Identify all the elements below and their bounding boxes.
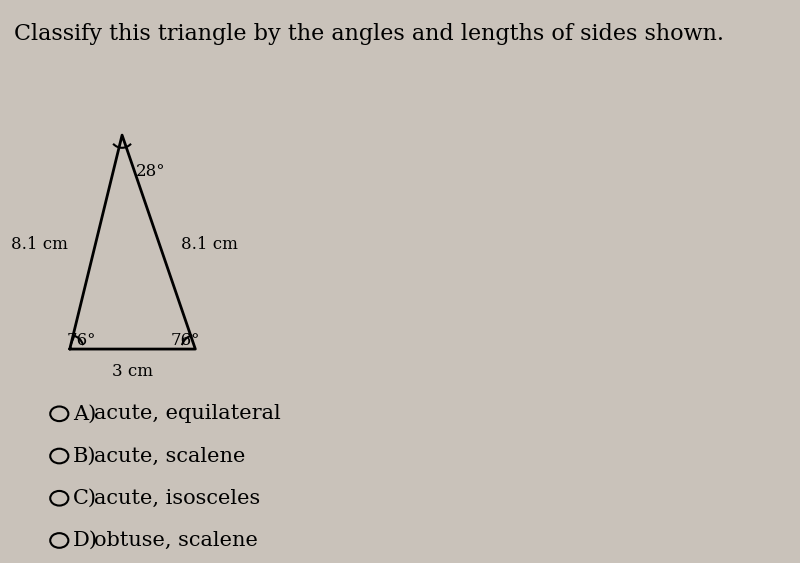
Text: 3 cm: 3 cm — [112, 363, 153, 380]
Text: 8.1 cm: 8.1 cm — [11, 236, 68, 253]
Text: 8.1 cm: 8.1 cm — [182, 236, 238, 253]
Text: Classify this triangle by the angles and lengths of sides shown.: Classify this triangle by the angles and… — [14, 23, 724, 44]
Text: B): B) — [74, 446, 97, 466]
Text: obtuse, scalene: obtuse, scalene — [94, 531, 258, 550]
Text: A): A) — [74, 404, 97, 423]
Text: C): C) — [74, 489, 98, 508]
Text: 76°: 76° — [171, 332, 201, 349]
Text: 28°: 28° — [136, 163, 166, 180]
Text: acute, scalene: acute, scalene — [94, 446, 246, 466]
Text: acute, equilateral: acute, equilateral — [94, 404, 281, 423]
Text: acute, isosceles: acute, isosceles — [94, 489, 261, 508]
Text: D): D) — [74, 531, 98, 550]
Text: 76°: 76° — [66, 332, 96, 349]
